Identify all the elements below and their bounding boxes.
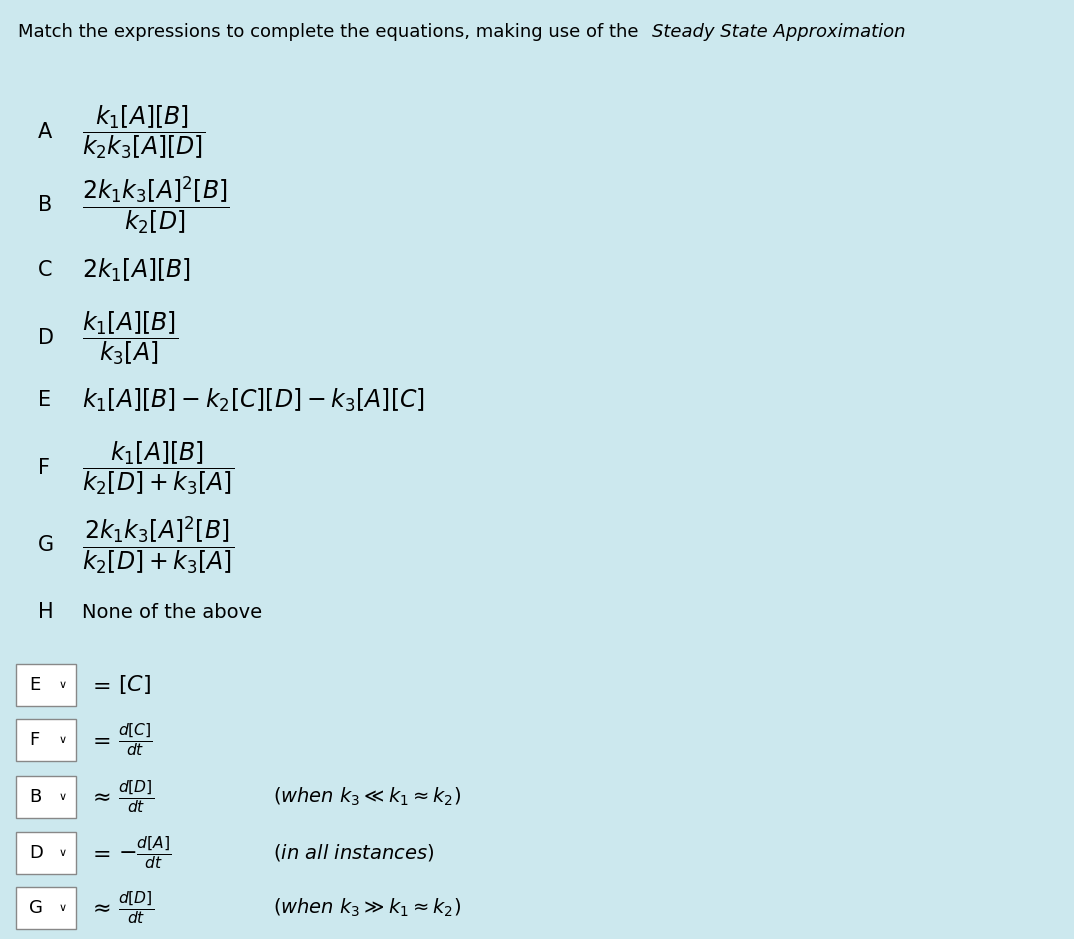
Text: ∨: ∨ [59, 903, 67, 913]
Text: .: . [892, 23, 898, 41]
Text: $(when\ k_3 \ll k_1{\approx}k_2)$: $(when\ k_3 \ll k_1{\approx}k_2)$ [273, 786, 461, 808]
FancyBboxPatch shape [16, 832, 76, 874]
FancyBboxPatch shape [16, 776, 76, 818]
Text: $(in\ all\ instances)$: $(in\ all\ instances)$ [273, 842, 435, 864]
Text: $\dfrac{k_1[A][B]}{k_2k_3[A][D]}$: $\dfrac{k_1[A][B]}{k_2k_3[A][D]}$ [82, 103, 205, 161]
Text: ∨: ∨ [59, 680, 67, 690]
Text: $\frac{d[C]}{dt}$: $\frac{d[C]}{dt}$ [118, 721, 153, 759]
Text: $=$: $=$ [88, 675, 111, 695]
Text: $\dfrac{2k_1k_3[A]^2[B]}{k_2[D]+k_3[A]}$: $\dfrac{2k_1k_3[A]^2[B]}{k_2[D]+k_3[A]}$ [82, 514, 234, 576]
Text: $2k_1[A][B]$: $2k_1[A][B]$ [82, 256, 191, 284]
Text: $k_1[A][B]-k_2[C][D]-k_3[A][C]$: $k_1[A][B]-k_2[C][D]-k_3[A][C]$ [82, 387, 425, 413]
Text: G: G [38, 535, 54, 555]
Text: E: E [29, 676, 40, 694]
Text: $=$: $=$ [88, 730, 111, 750]
Text: F: F [38, 458, 50, 478]
Text: Steady State Approximation: Steady State Approximation [652, 23, 905, 41]
Text: C: C [38, 260, 53, 280]
Text: None of the above: None of the above [82, 603, 262, 622]
Text: B: B [38, 195, 53, 215]
Text: $\dfrac{k_1[A][B]}{k_2[D]+k_3[A]}$: $\dfrac{k_1[A][B]}{k_2[D]+k_3[A]}$ [82, 439, 234, 497]
Text: $\approx$: $\approx$ [88, 898, 111, 918]
Text: A: A [38, 122, 53, 142]
Text: $\dfrac{k_1[A][B]}{k_3[A]}$: $\dfrac{k_1[A][B]}{k_3[A]}$ [82, 309, 178, 367]
Text: Match the expressions to complete the equations, making use of the: Match the expressions to complete the eq… [18, 23, 644, 41]
Text: ∨: ∨ [59, 792, 67, 802]
Text: $\dfrac{2k_1k_3[A]^2[B]}{k_2[D]}$: $\dfrac{2k_1k_3[A]^2[B]}{k_2[D]}$ [82, 174, 230, 236]
Text: E: E [38, 390, 52, 410]
Text: $=$: $=$ [88, 843, 111, 863]
Text: $-\frac{d[A]}{dt}$: $-\frac{d[A]}{dt}$ [118, 835, 172, 871]
Text: $[C]$: $[C]$ [118, 673, 151, 697]
Text: F: F [29, 731, 40, 749]
FancyBboxPatch shape [16, 719, 76, 761]
Text: $\frac{d[D]}{dt}$: $\frac{d[D]}{dt}$ [118, 889, 154, 927]
Text: D: D [29, 844, 43, 862]
Text: ∨: ∨ [59, 848, 67, 858]
Text: ∨: ∨ [59, 735, 67, 745]
FancyBboxPatch shape [16, 664, 76, 706]
Text: $\approx$: $\approx$ [88, 787, 111, 807]
Text: G: G [29, 899, 43, 917]
Text: $\frac{d[D]}{dt}$: $\frac{d[D]}{dt}$ [118, 778, 154, 816]
Text: B: B [29, 788, 41, 806]
Text: H: H [38, 602, 54, 622]
FancyBboxPatch shape [16, 887, 76, 929]
Text: D: D [38, 328, 54, 348]
Text: $(when\ k_3 \gg k_1{\approx}k_2)$: $(when\ k_3 \gg k_1{\approx}k_2)$ [273, 897, 461, 919]
